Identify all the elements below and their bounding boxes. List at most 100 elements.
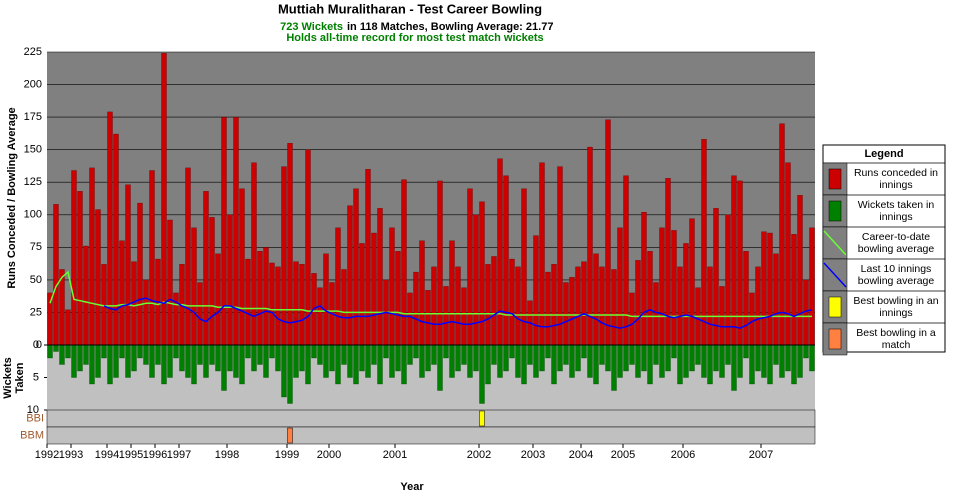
wickets-bar — [215, 344, 221, 372]
runs-bar — [269, 262, 275, 346]
wickets-bar — [629, 344, 635, 365]
y-tick-label: 75 — [30, 241, 42, 253]
runs-bar — [689, 218, 695, 346]
wickets-bar — [455, 344, 461, 372]
wickets-bar — [155, 344, 161, 365]
runs-bar — [401, 179, 407, 346]
wickets-bar — [419, 344, 425, 378]
wickets-bar — [107, 344, 113, 385]
wickets-bar — [665, 344, 671, 372]
y-tick-label: 200 — [24, 78, 42, 90]
wickets-bar — [209, 344, 215, 365]
subtitle-highlight: 723 Wickets — [280, 21, 343, 33]
wickets-bar — [59, 344, 65, 365]
runs-bar — [575, 266, 581, 346]
y-tick-label: 0 — [36, 339, 42, 351]
wickets-bar — [497, 344, 503, 378]
wickets-bar — [275, 344, 281, 372]
runs-bar — [335, 227, 341, 346]
wickets-bar — [641, 344, 647, 372]
wickets-bar — [701, 344, 707, 378]
x-tick-label: 1992 — [35, 449, 59, 461]
runs-bar — [593, 253, 599, 346]
legend: Legend Runs conceded in innings Wickets ta… — [822, 144, 946, 356]
wickets-bar — [281, 344, 287, 398]
runs-bar — [101, 264, 107, 346]
runs-bar — [557, 166, 563, 346]
runs-bar — [275, 266, 281, 346]
average-line — [49, 270, 812, 318]
wickets-bar — [725, 344, 731, 365]
runs-bar — [425, 290, 431, 346]
runs-bar — [359, 243, 365, 346]
wickets-bar — [71, 344, 77, 378]
wickets-bar — [425, 344, 431, 372]
x-tick-label: 2004 — [569, 449, 593, 461]
runs-bar — [347, 205, 353, 346]
wickets-bar — [119, 344, 125, 359]
runs-bar — [239, 188, 245, 346]
wickets-bar — [719, 344, 725, 378]
runs-bar — [551, 264, 557, 346]
runs-bar — [683, 243, 689, 346]
runs-bar — [227, 214, 233, 346]
x-tick-label: 1996 — [143, 449, 167, 461]
runs-bar — [197, 282, 203, 346]
wickets-bar — [791, 344, 797, 385]
wickets-bar — [593, 344, 599, 385]
runs-bar — [293, 261, 299, 346]
wickets-bar — [173, 344, 179, 359]
wickets-bar — [221, 344, 227, 391]
legend-label: Best bowling in a match — [856, 327, 936, 351]
y-tick-label: 125 — [24, 176, 42, 188]
note: Holds all-time record for most test matc… — [286, 32, 543, 44]
wickets-bar — [371, 344, 377, 365]
bbi-strip — [46, 409, 816, 428]
wickets-axis-label: Taken — [14, 362, 26, 393]
x-tick-label: 2000 — [317, 449, 341, 461]
wickets-bar — [653, 344, 659, 365]
wickets-bar — [149, 344, 155, 378]
runs-bar — [701, 139, 707, 346]
wickets-bar — [443, 344, 449, 359]
runs-bar — [245, 258, 251, 346]
wickets-bar — [263, 344, 269, 378]
y-tick-label: 225 — [24, 46, 42, 58]
wickets-bar — [743, 344, 749, 359]
wickets-bar — [89, 344, 95, 385]
runs-bar — [497, 158, 503, 346]
runs-bar — [419, 240, 425, 346]
runs-bar — [767, 232, 773, 346]
runs-bar — [569, 277, 575, 346]
wickets-bar — [431, 344, 437, 365]
x-tick-label: 2002 — [467, 449, 491, 461]
runs-bar — [491, 256, 497, 346]
wickets-tick-label: 5 — [33, 371, 39, 383]
wickets-bar — [299, 344, 305, 372]
runs-bar — [467, 188, 473, 346]
legend-line — [823, 262, 847, 288]
wickets-bar — [611, 344, 617, 391]
wickets-bar — [647, 344, 653, 385]
subtitle: in 118 Matches, Bowling Average: 21.77 — [347, 21, 553, 33]
legend-label: Runs conceded in innings — [854, 167, 938, 191]
wickets-bar — [605, 344, 611, 372]
wickets-bar — [101, 344, 107, 359]
x-tick-label: 2001 — [383, 449, 407, 461]
wickets-bar — [323, 344, 329, 378]
runs-bar — [485, 264, 491, 346]
runs-bar — [221, 116, 227, 346]
runs-bar — [353, 188, 359, 346]
wickets-bar — [689, 344, 695, 372]
wickets-bar — [557, 344, 563, 372]
wickets-bar — [233, 344, 239, 378]
runs-bar — [89, 167, 95, 346]
legend-swatch — [828, 200, 842, 222]
wickets-bar — [659, 344, 665, 378]
wickets-bar — [365, 344, 371, 378]
runs-bar — [743, 251, 749, 346]
runs-bar — [461, 287, 467, 346]
runs-bar — [113, 133, 119, 346]
wickets-bar — [683, 344, 689, 378]
